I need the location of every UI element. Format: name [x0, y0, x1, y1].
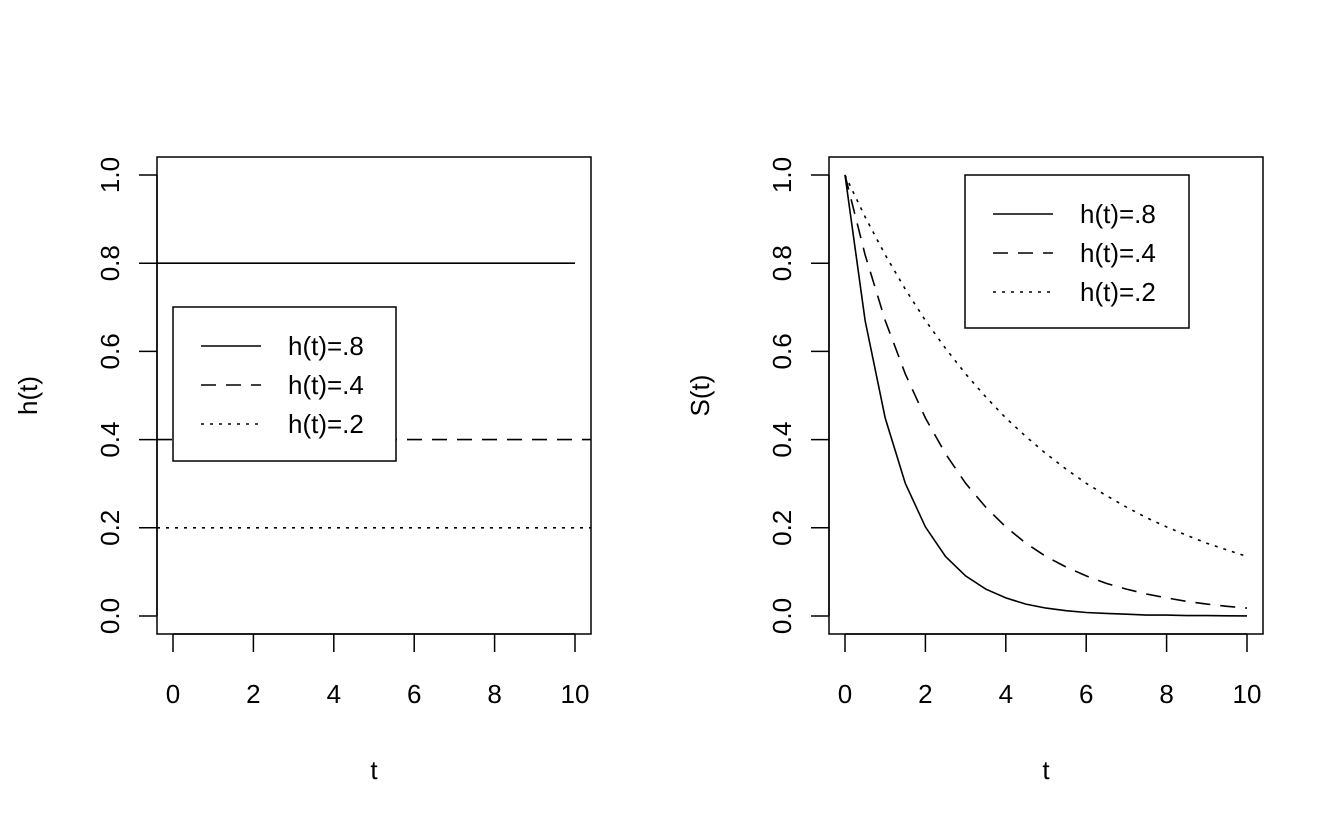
y-tick-label: 0.8: [767, 245, 797, 281]
y-axis: 0.0 0.2 0.4 0.6 0.8 1.0: [767, 157, 830, 634]
legend: h(t)=.8 h(t)=.4 h(t)=.2: [964, 174, 1190, 329]
legend: h(t)=.8 h(t)=.4 h(t)=.2: [172, 306, 397, 462]
x-axis-title: t: [370, 755, 378, 785]
series-group: [844, 174, 1248, 617]
y-axis-title: S(t): [685, 375, 715, 417]
y-tick-label: 1.0: [767, 157, 797, 193]
y-tick-label: 0.4: [767, 422, 797, 458]
series-group: [157, 262, 591, 529]
x-tick-label: 8: [487, 679, 501, 709]
legend-label: h(t)=.4: [288, 370, 364, 400]
y-tick-label: 0.2: [767, 510, 797, 546]
y-tick-label: 0.0: [95, 598, 125, 634]
x-axis-title: t: [1042, 755, 1050, 785]
y-tick-label: 0.6: [95, 333, 125, 369]
legend-label: h(t)=.8: [1080, 199, 1156, 229]
x-tick-label: 10: [561, 679, 590, 709]
y-tick-label: 0.2: [95, 510, 125, 546]
y-axis-title: h(t): [13, 376, 43, 415]
x-tick-label: 0: [838, 679, 852, 709]
legend-label: h(t)=.2: [1080, 277, 1156, 307]
x-tick-label: 4: [999, 679, 1013, 709]
y-tick-label: 0.4: [95, 422, 125, 458]
x-tick-label: 6: [407, 679, 421, 709]
x-axis: 0 2 4 6 8 10: [166, 633, 590, 709]
y-axis: 0.0 0.2 0.4 0.6 0.8 1.0: [95, 157, 158, 634]
x-tick-label: 8: [1159, 679, 1173, 709]
x-tick-label: 2: [246, 679, 260, 709]
x-tick-label: 6: [1079, 679, 1093, 709]
series-line-solid: [844, 174, 1248, 617]
legend-box: [964, 174, 1190, 329]
y-tick-label: 0.0: [767, 598, 797, 634]
x-tick-label: 4: [327, 679, 341, 709]
y-tick-label: 1.0: [95, 157, 125, 193]
x-axis: 0 2 4 6 8 10: [838, 633, 1262, 709]
legend-label: h(t)=.2: [288, 409, 364, 439]
x-tick-label: 10: [1233, 679, 1262, 709]
x-tick-label: 2: [918, 679, 932, 709]
chart-panel-1: 0 2 4 6 8 100.00.20.40.60.81.0th(t)h(t)=.8h(t…: [13, 156, 592, 785]
legend-box: [172, 306, 397, 462]
y-tick-label: 0.8: [95, 245, 125, 281]
y-tick-label: 0.6: [767, 333, 797, 369]
legend-label: h(t)=.4: [1080, 238, 1156, 268]
chart-panel-2: 0 2 4 6 8 100.00.20.40.60.81.0tS(t)h(t)=.8h(t…: [685, 156, 1264, 785]
x-tick-label: 0: [166, 679, 180, 709]
legend-label: h(t)=.8: [288, 331, 364, 361]
series-line-dashed: [844, 174, 1248, 609]
